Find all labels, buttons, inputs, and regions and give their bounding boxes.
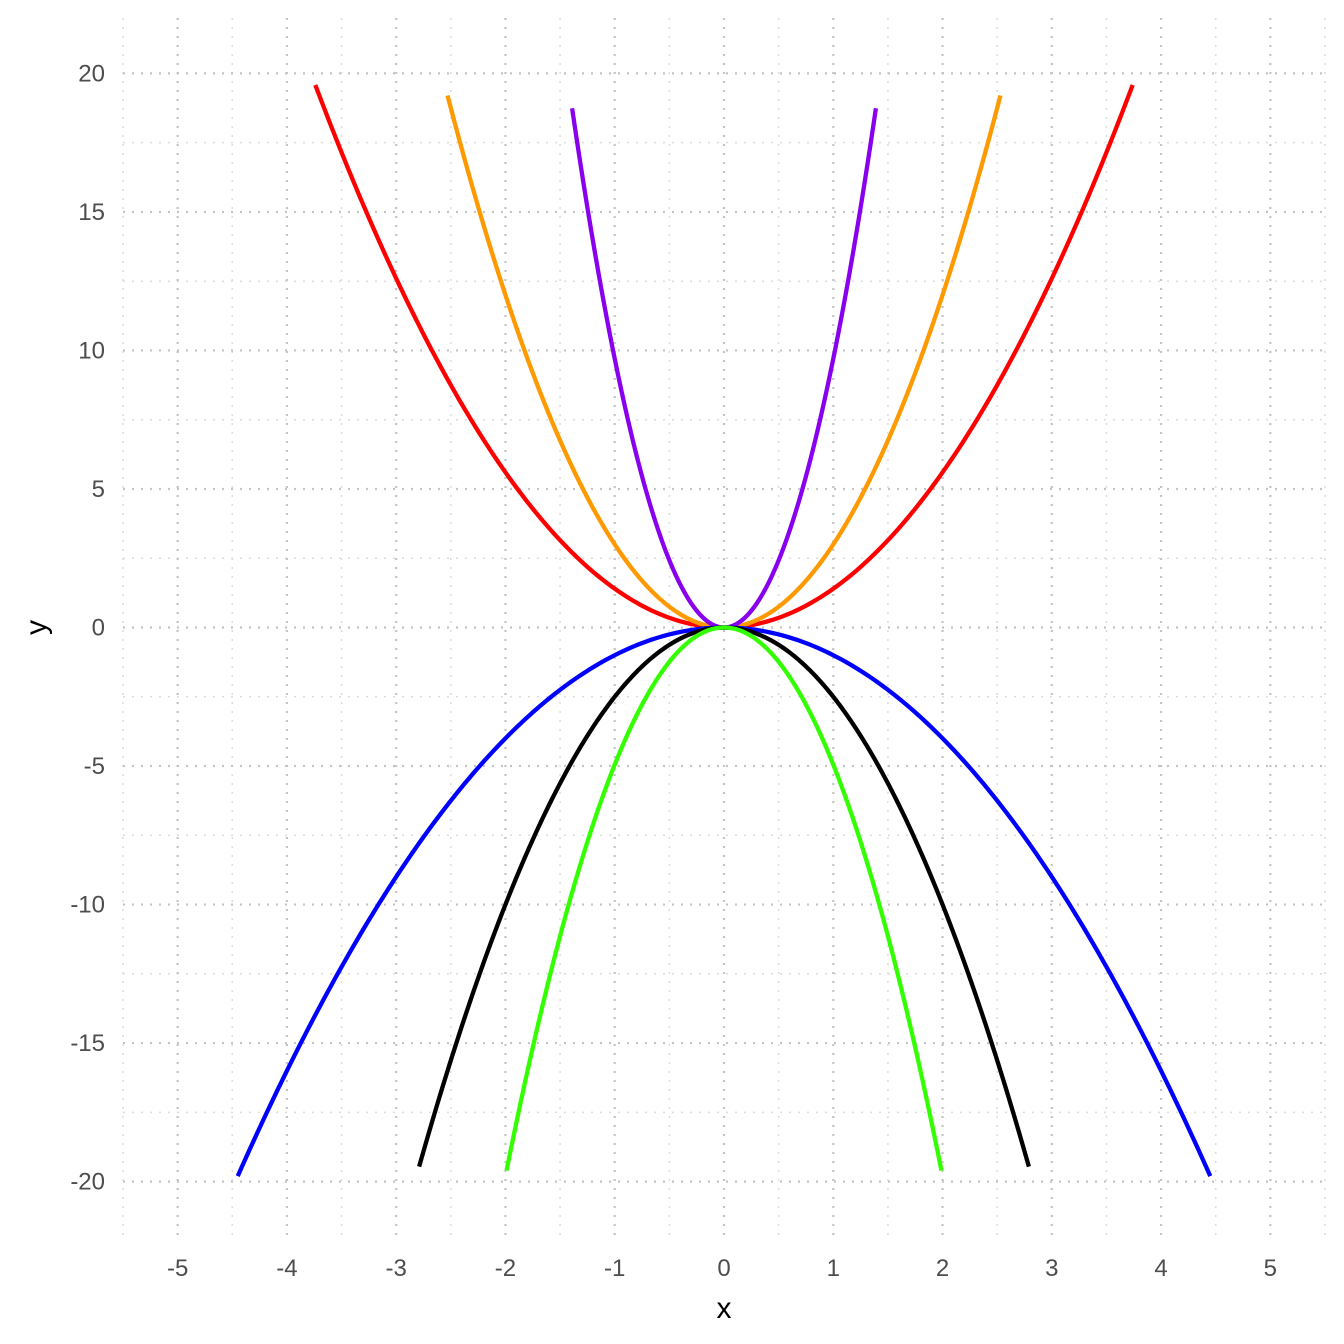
y-tick-label: -10 bbox=[70, 892, 105, 919]
x-axis-ticks: -5 -4 -3 -2 -1 0 1 2 3 4 5 bbox=[167, 1255, 1277, 1282]
y-tick-label: -5 bbox=[84, 753, 105, 780]
x-axis-title: x bbox=[717, 1292, 732, 1325]
y-axis-ticks: -20 -15 -10 -5 0 5 10 15 20 bbox=[70, 60, 105, 1195]
curve-series-5 bbox=[417, 625, 1031, 1168]
y-tick-label: 0 bbox=[92, 615, 105, 642]
x-tick-label: -2 bbox=[495, 1255, 516, 1282]
curve-series bbox=[235, 84, 1213, 1177]
x-tick-label: -3 bbox=[386, 1255, 407, 1282]
y-tick-label: -15 bbox=[70, 1030, 105, 1057]
y-tick-label: 10 bbox=[78, 337, 105, 364]
x-tick-label: -5 bbox=[167, 1255, 188, 1282]
x-tick-label: 1 bbox=[827, 1255, 840, 1282]
x-tick-label: 2 bbox=[936, 1255, 949, 1282]
x-tick-label: 0 bbox=[717, 1255, 730, 1282]
y-axis-title: y bbox=[20, 620, 53, 635]
x-tick-label: -1 bbox=[604, 1255, 625, 1282]
x-tick-label: 4 bbox=[1154, 1255, 1167, 1282]
x-tick-label: 5 bbox=[1264, 1255, 1277, 1282]
x-tick-label: -4 bbox=[276, 1255, 297, 1282]
y-tick-label: 5 bbox=[92, 476, 105, 503]
x-tick-label: 3 bbox=[1045, 1255, 1058, 1282]
curve-series-6 bbox=[504, 625, 944, 1172]
y-tick-label: 20 bbox=[78, 60, 105, 87]
curve-series-1 bbox=[313, 84, 1135, 630]
y-tick-label: 15 bbox=[78, 199, 105, 226]
y-tick-label: -20 bbox=[70, 1169, 105, 1196]
